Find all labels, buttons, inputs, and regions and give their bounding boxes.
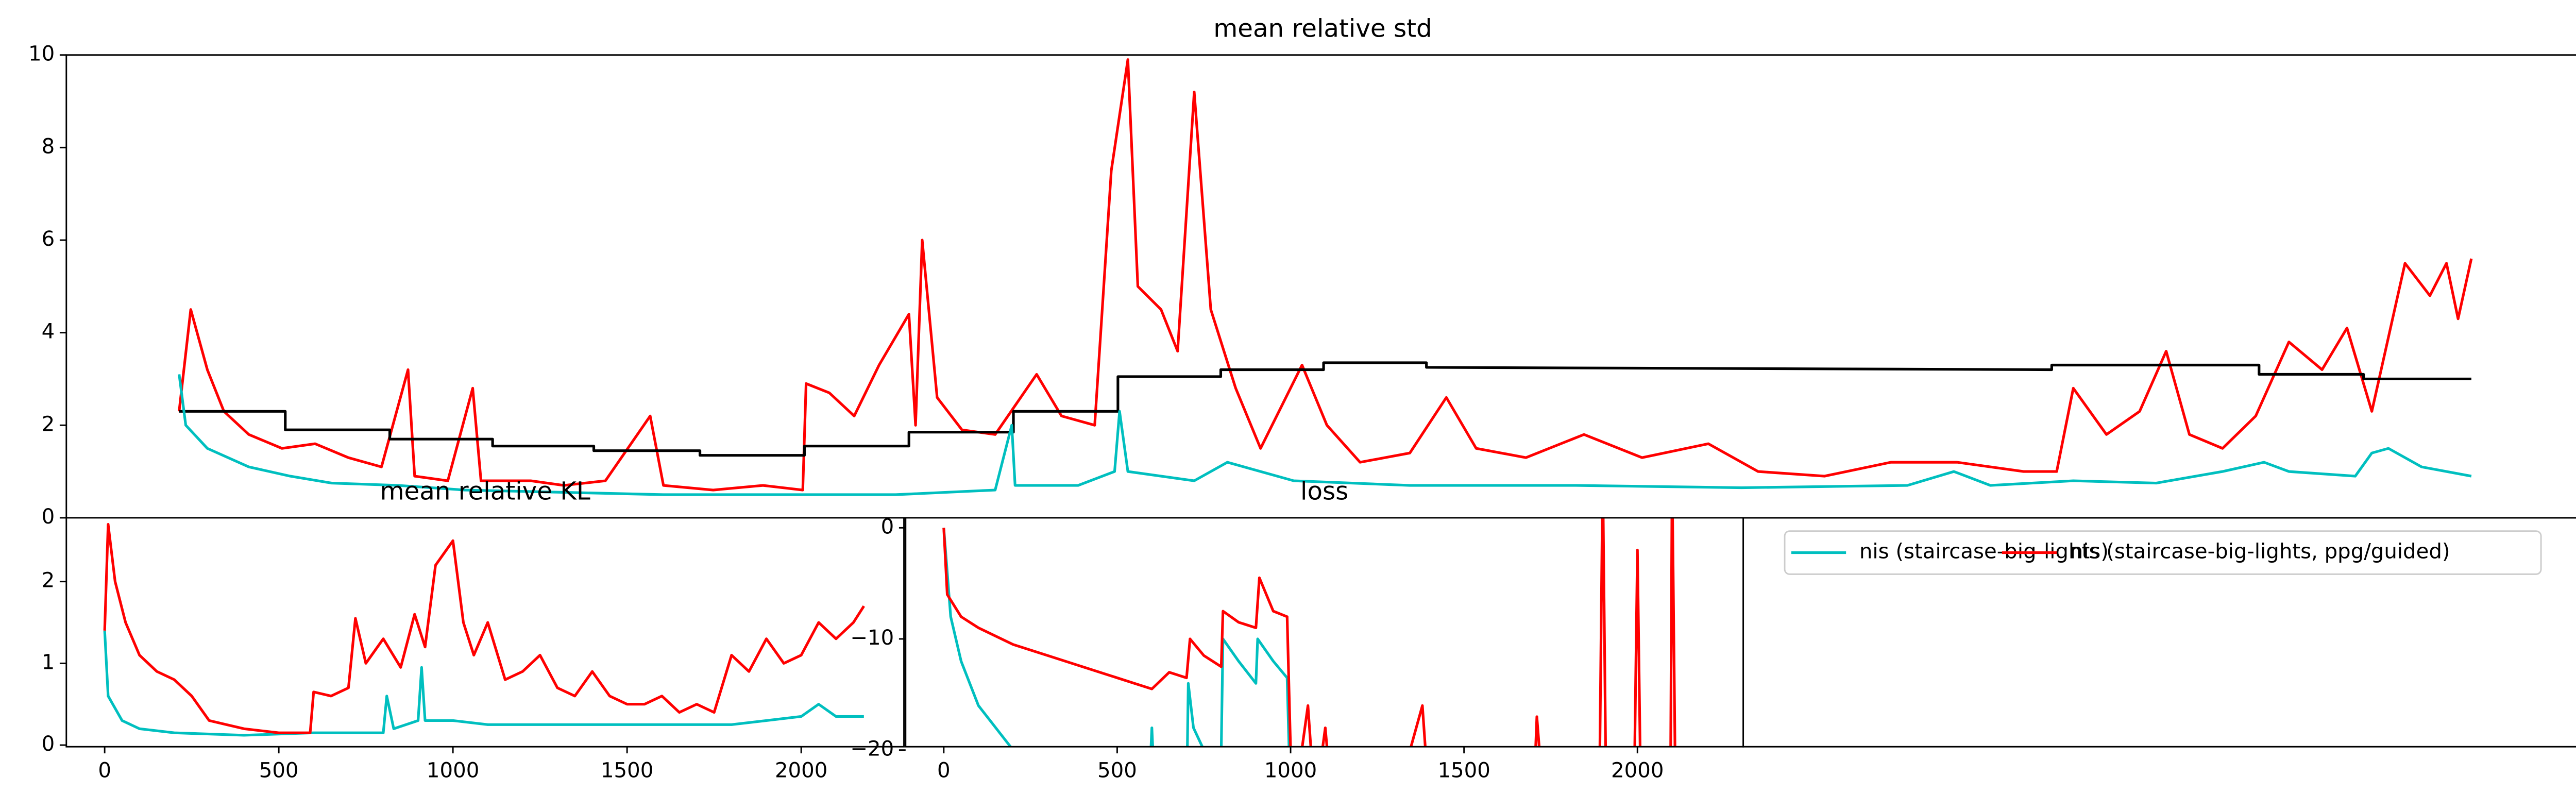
y-tick-label: −10	[850, 626, 894, 650]
plot-area	[103, 523, 865, 737]
data-line	[179, 361, 2471, 457]
x-tick-label: 2000	[1611, 758, 1664, 782]
y-tick-label: 10	[28, 42, 55, 66]
x-tick-label: 500	[1097, 758, 1137, 782]
axes-frame	[905, 517, 1744, 748]
x-tick-label: 1500	[1437, 758, 1490, 782]
y-tick-label: 6	[42, 227, 55, 251]
data-line	[103, 523, 865, 734]
x-tick-label: 500	[259, 758, 299, 782]
legend-box	[1784, 530, 2542, 575]
data-line	[942, 517, 1676, 747]
plot-area	[942, 517, 1676, 747]
axes-background	[905, 517, 1743, 747]
y-tick-label: 4	[42, 320, 55, 344]
data-line	[178, 374, 2472, 496]
x-tick-label: 0	[937, 758, 951, 782]
y-tick-label: 0	[881, 515, 894, 538]
x-tick-label: 1000	[1264, 758, 1317, 782]
y-tick-label: 0	[42, 732, 55, 756]
y-tick-label: 2	[42, 569, 55, 593]
y-tick-label: −20	[850, 737, 894, 761]
y-tick-label: 0	[42, 505, 55, 529]
axes-background	[66, 55, 2576, 518]
data-line	[178, 58, 2473, 492]
x-tick-label: 2000	[775, 758, 827, 782]
chart-title: loss	[1300, 477, 1348, 506]
legend-label: nis (staircase-big-lights)	[1859, 540, 2109, 564]
axes-frame	[65, 517, 905, 748]
plot-area	[178, 58, 2473, 496]
y-tick-label: 1	[42, 650, 55, 674]
y-tick-label: 2	[42, 412, 55, 436]
chart-title: mean relative std	[1213, 14, 1432, 43]
x-tick-label: 1500	[601, 758, 653, 782]
data-line	[103, 630, 864, 737]
y-tick-label: 8	[42, 134, 55, 158]
chart-title: mean relative KL	[380, 477, 590, 506]
legend-label: nis (staircase-big-lights, ppg/guided)	[2070, 540, 2450, 564]
x-tick-label: 1000	[427, 758, 479, 782]
x-tick-label: 0	[98, 758, 111, 782]
data-line	[942, 528, 1291, 747]
axes-background	[66, 517, 904, 747]
